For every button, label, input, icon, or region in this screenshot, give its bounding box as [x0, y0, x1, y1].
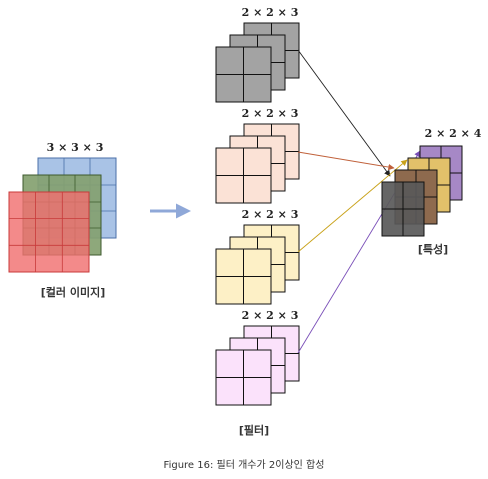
filter-4: 2 × 2 × 3	[215, 309, 300, 406]
figure-caption: Figure 16: 필터 개수가 2이상인 합성	[164, 459, 325, 471]
feature-caption: [특성]	[418, 242, 448, 256]
filter-1-dims-label: 2 × 2 × 3	[242, 6, 299, 19]
input-color-image: 3 × 3 × 3 [컬러 이미지]	[8, 141, 117, 299]
feature-dims-label: 2 × 2 × 4	[425, 127, 482, 140]
filter-2: 2 × 2 × 3	[215, 107, 300, 204]
filter-stack: 2 × 2 × 3 2 × 2 × 3 2	[215, 6, 300, 437]
filter-2-to-feature-arrow	[297, 151, 395, 171]
filter-4-dims-label: 2 × 2 × 3	[242, 309, 299, 322]
input-caption: [컬러 이미지]	[41, 285, 105, 299]
input-dims-label: 3 × 3 × 3	[47, 141, 104, 154]
filter-3-to-feature-arrow	[297, 159, 408, 253]
filter-1-to-feature-arrow	[297, 49, 391, 177]
filter-1: 2 × 2 × 3	[215, 6, 300, 103]
filter-2-dims-label: 2 × 2 × 3	[242, 107, 299, 120]
filter-3: 2 × 2 × 3	[215, 208, 300, 305]
feature-map: 2 × 2 × 4 [특성]	[381, 127, 482, 256]
input-channel-red	[8, 191, 90, 273]
filter-3-dims-label: 2 × 2 × 3	[242, 208, 299, 221]
filters-caption: [필터]	[239, 423, 269, 437]
